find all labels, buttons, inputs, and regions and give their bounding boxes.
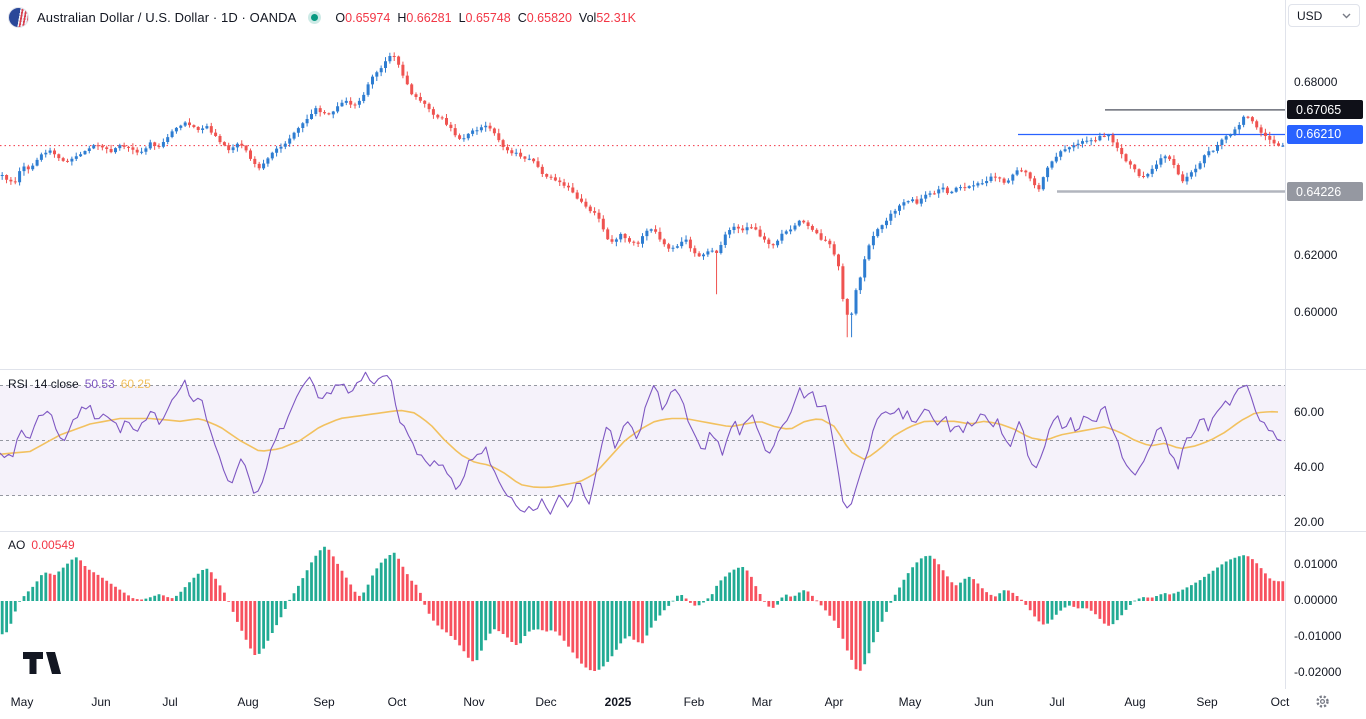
price-tick-label: 0.60000 bbox=[1294, 305, 1338, 319]
rsi-line bbox=[0, 371, 1282, 515]
ao-bars-up bbox=[0, 546, 1245, 670]
ao-tick-label: 0.01000 bbox=[1294, 557, 1338, 571]
time-tick-label: May bbox=[10, 695, 34, 709]
volume-label: Vol bbox=[578, 10, 597, 25]
rsi-tick-label: 20.00 bbox=[1294, 515, 1325, 529]
high-value: 0.66281 bbox=[406, 10, 452, 25]
rsi-tick-label: 40.00 bbox=[1294, 460, 1325, 474]
price-axis-border bbox=[1285, 0, 1286, 719]
ao-value: 0.00549 bbox=[31, 538, 75, 552]
ohlc-values: O0.65974 H0.66281 L0.65748 C0.65820 Vol5… bbox=[335, 11, 636, 25]
time-tick-label: Apr bbox=[824, 695, 844, 709]
price-level-badge: 0.67065 bbox=[1287, 100, 1363, 120]
ao-tick-label: -0.02000 bbox=[1294, 665, 1342, 679]
ao-tick-label: 0.00000 bbox=[1294, 593, 1338, 607]
candles-down bbox=[5, 56, 1281, 315]
time-tick-label: Feb bbox=[683, 695, 705, 709]
high-label: H bbox=[397, 10, 407, 25]
rsi-value: 50.53 bbox=[84, 377, 115, 391]
ao-title: AO bbox=[8, 538, 26, 552]
pane-separator[interactable] bbox=[0, 531, 1366, 532]
time-tick-label: Nov bbox=[463, 695, 485, 709]
time-tick-label: Dec bbox=[535, 695, 557, 709]
rsi-ma-value: 60.25 bbox=[120, 377, 151, 391]
ao-bars-down bbox=[48, 549, 1285, 671]
currency-pair-flag-icon bbox=[8, 7, 29, 28]
open-value: 0.65974 bbox=[345, 10, 391, 25]
rsi-indicator-legend[interactable]: RSI 14 close 50.53 60.25 bbox=[8, 377, 151, 391]
candles-up bbox=[0, 56, 1285, 315]
pane-separator[interactable] bbox=[0, 369, 1366, 370]
tradingview-logo[interactable] bbox=[22, 651, 68, 675]
ao-indicator-legend[interactable]: AO 0.00549 bbox=[8, 538, 75, 552]
time-tick-label: Aug bbox=[1124, 695, 1146, 709]
main-price-pane[interactable] bbox=[0, 52, 1285, 338]
rsi-params: 14 close bbox=[34, 377, 79, 391]
price-tick-label: 0.62000 bbox=[1294, 247, 1338, 262]
time-tick-label: Jul bbox=[162, 695, 178, 709]
volume-value: 52.31K bbox=[596, 10, 636, 25]
time-tick-label: Oct bbox=[1270, 695, 1290, 709]
time-tick-label: Mar bbox=[751, 695, 773, 709]
currency-unit-label: USD bbox=[1297, 8, 1323, 23]
low-label: L bbox=[458, 10, 466, 25]
open-label: O bbox=[335, 10, 346, 25]
rsi-ma-line bbox=[0, 409, 1279, 489]
ao-pane[interactable] bbox=[0, 546, 1285, 671]
rsi-pane[interactable] bbox=[0, 371, 1285, 515]
rsi-tick-label: 60.00 bbox=[1294, 405, 1325, 419]
time-tick-label: Aug bbox=[237, 695, 259, 709]
gear-icon[interactable] bbox=[1315, 694, 1330, 709]
close-value: 0.65820 bbox=[526, 10, 572, 25]
currency-unit-dropdown[interactable]: USD bbox=[1288, 4, 1360, 27]
symbol-title[interactable]: Australian Dollar / U.S. Dollar · 1D · O… bbox=[37, 10, 297, 25]
price-tick-label: 0.68000 bbox=[1294, 75, 1338, 89]
chevron-down-icon bbox=[1342, 13, 1351, 18]
time-tick-label: Jul bbox=[1049, 695, 1065, 709]
time-tick-label: Sep bbox=[313, 695, 335, 709]
time-tick-label: 2025 bbox=[604, 695, 632, 709]
time-tick-label: Jun bbox=[91, 695, 111, 709]
price-level-badge: 0.66210 bbox=[1287, 124, 1363, 144]
time-axis[interactable]: May Jun Jul Aug Sep Oct Nov Dec 2025 Feb Mar Apr May… bbox=[0, 689, 1366, 719]
time-tick-label: May bbox=[898, 695, 922, 709]
price-level-badge: 0.64226 bbox=[1287, 182, 1363, 201]
low-value: 0.65748 bbox=[465, 10, 511, 25]
time-tick-label: Sep bbox=[1196, 695, 1218, 709]
symbol-legend: Australian Dollar / U.S. Dollar · 1D · O… bbox=[8, 7, 636, 28]
close-label: C bbox=[517, 10, 527, 25]
market-status-icon bbox=[308, 11, 322, 24]
time-tick-label: Oct bbox=[387, 695, 407, 709]
rsi-title: RSI bbox=[8, 377, 29, 391]
ao-tick-label: -0.01000 bbox=[1294, 629, 1342, 643]
time-tick-label: Jun bbox=[974, 695, 994, 709]
